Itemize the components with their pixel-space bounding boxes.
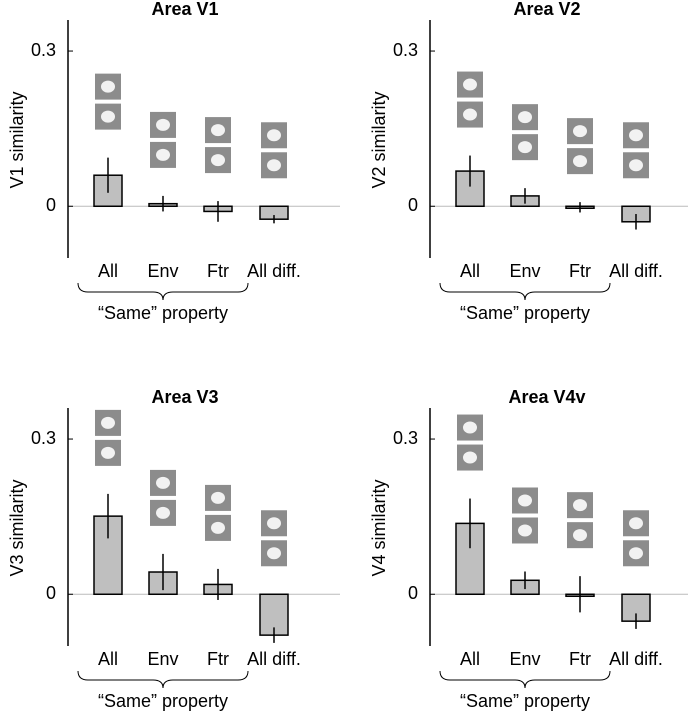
x-tick-label: Env	[147, 649, 178, 669]
stimulus-shape	[267, 159, 281, 172]
stimulus-shape	[629, 547, 643, 560]
brace-label: “Same” property	[98, 303, 228, 323]
stimulus-shape	[629, 129, 643, 142]
x-tick-label: All diff.	[609, 649, 663, 669]
stimulus-shape	[156, 118, 170, 131]
y-tick-label: 0	[408, 583, 418, 603]
stimulus-shape	[573, 155, 587, 168]
panel: Area V1 V1 similarity 0 0.3 All Env Ftr All dif…	[7, 0, 340, 323]
x-tick-label: All diff.	[247, 649, 301, 669]
stimulus-shape	[267, 547, 281, 560]
brace	[77, 282, 249, 301]
panel: Area V4v V4 similarity 0 0.3 All Env Ftr All di…	[369, 387, 688, 711]
stimulus-shape	[156, 506, 170, 519]
y-axis-label: V4 similarity	[369, 479, 389, 576]
x-tick-label: All	[460, 649, 480, 669]
stimulus-shape	[573, 529, 587, 542]
stimulus-shape	[101, 416, 115, 429]
stimulus-shape	[101, 446, 115, 459]
x-tick-label: All	[98, 649, 118, 669]
brace-label: “Same” property	[98, 691, 228, 711]
x-tick-label: Ftr	[207, 649, 229, 669]
x-tick-label: Ftr	[207, 261, 229, 281]
stimulus-shape	[518, 494, 532, 507]
stimulus-shape	[211, 491, 225, 504]
stimulus-shape	[156, 476, 170, 489]
stimulus-shape	[267, 517, 281, 530]
stimulus-shape	[573, 125, 587, 138]
stimulus-shape	[518, 524, 532, 537]
stimulus-shape	[101, 80, 115, 93]
y-tick-label: 0.3	[393, 40, 418, 60]
stimulus-shape	[518, 111, 532, 124]
stimulus-shape	[211, 154, 225, 167]
brace-label: “Same” property	[460, 691, 590, 711]
stimulus-shape	[573, 499, 587, 512]
panel: Area V3 V3 similarity 0 0.3 All Env Ftr All dif…	[7, 387, 340, 711]
chart-title: Area V4v	[508, 387, 585, 407]
y-axis-label: V3 similarity	[7, 479, 27, 576]
x-tick-label: Env	[509, 649, 540, 669]
stimulus-shape	[629, 517, 643, 530]
y-tick-label: 0.3	[31, 40, 56, 60]
stimulus-shape	[101, 110, 115, 123]
panel: Area V2 V2 similarity 0 0.3 All Env Ftr All dif…	[369, 0, 688, 323]
stimulus-shape	[211, 521, 225, 534]
brace-label: “Same” property	[460, 303, 590, 323]
stimulus-shape	[463, 421, 477, 434]
y-axis-label: V1 similarity	[7, 91, 27, 188]
y-tick-label: 0	[46, 583, 56, 603]
x-tick-label: Env	[147, 261, 178, 281]
x-tick-label: All diff.	[247, 261, 301, 281]
x-tick-label: All	[460, 261, 480, 281]
brace	[439, 670, 611, 689]
x-tick-label: All diff.	[609, 261, 663, 281]
chart-title: Area V2	[513, 0, 580, 19]
stimulus-shape	[267, 129, 281, 142]
x-tick-label: All	[98, 261, 118, 281]
stimulus-shape	[211, 124, 225, 137]
x-tick-label: Ftr	[569, 649, 591, 669]
chart-title: Area V1	[151, 0, 218, 19]
y-tick-label: 0.3	[393, 428, 418, 448]
stimulus-shape	[156, 148, 170, 161]
brace	[77, 670, 249, 689]
y-tick-label: 0	[46, 195, 56, 215]
stimulus-shape	[518, 141, 532, 154]
x-tick-label: Env	[509, 261, 540, 281]
y-tick-label: 0.3	[31, 428, 56, 448]
brace	[439, 282, 611, 301]
stimulus-shape	[629, 159, 643, 172]
stimulus-shape	[463, 78, 477, 91]
chart-title: Area V3	[151, 387, 218, 407]
stimulus-shape	[463, 108, 477, 121]
y-tick-label: 0	[408, 195, 418, 215]
x-tick-label: Ftr	[569, 261, 591, 281]
y-axis-label: V2 similarity	[369, 91, 389, 188]
stimulus-shape	[463, 451, 477, 464]
